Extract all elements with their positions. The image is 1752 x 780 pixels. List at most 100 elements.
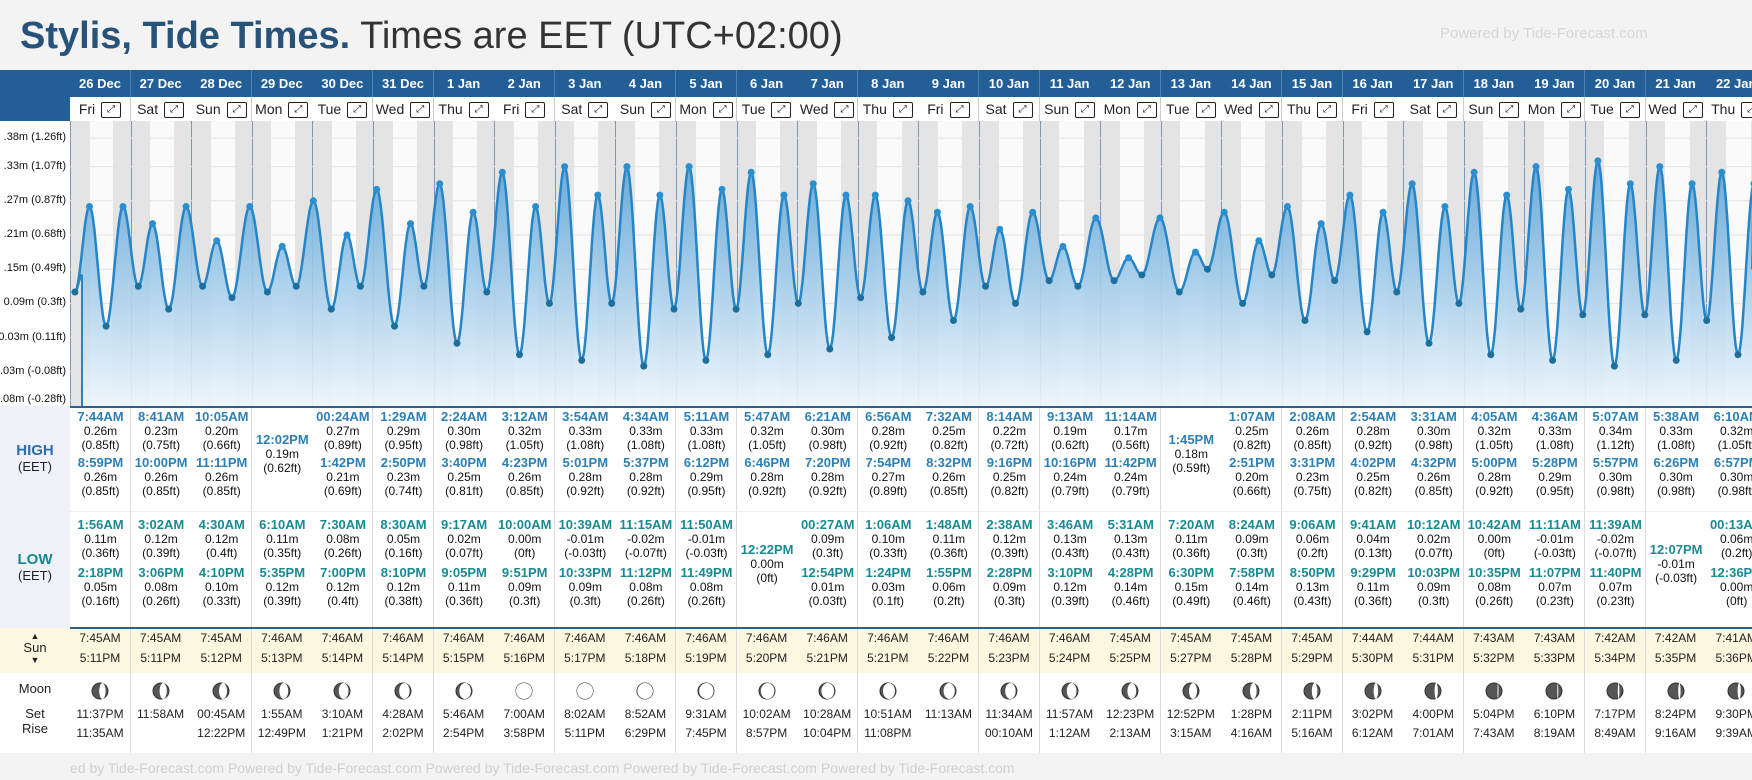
expand-day-button[interactable]: ⤢ [588, 102, 609, 119]
high-tide-point[interactable] [373, 185, 381, 193]
low-tide-point[interactable] [516, 351, 523, 359]
low-tide-point[interactable] [134, 282, 142, 290]
expand-day-button[interactable]: ⤢ [525, 102, 546, 119]
expand-day-button[interactable]: ⤢ [1373, 102, 1394, 119]
expand-day-button[interactable]: ⤢ [1136, 102, 1157, 119]
low-tide-point[interactable] [1204, 265, 1211, 273]
high-tide-point[interactable] [119, 203, 127, 210]
high-tide-point[interactable] [623, 163, 631, 171]
low-tide-point[interactable] [950, 317, 957, 324]
high-tide-point[interactable] [1594, 157, 1602, 165]
high-tide-point[interactable] [1346, 191, 1354, 199]
high-tide-point[interactable] [718, 185, 726, 193]
low-tide-point[interactable] [640, 362, 648, 370]
high-tide-point[interactable] [278, 242, 286, 250]
low-tide-point[interactable] [1641, 311, 1649, 319]
high-tide-point[interactable] [1029, 208, 1037, 216]
high-tide-point[interactable] [966, 203, 974, 210]
low-tide-point[interactable] [1074, 282, 1082, 290]
low-tide-point[interactable] [702, 356, 710, 364]
low-tide-point[interactable] [608, 299, 616, 307]
high-tide-point[interactable] [343, 231, 351, 239]
low-tide-point[interactable] [1363, 328, 1371, 336]
high-tide-point[interactable] [1718, 168, 1726, 176]
expand-day-button[interactable]: ⤢ [1499, 102, 1520, 119]
low-tide-point[interactable] [263, 288, 271, 296]
high-tide-point[interactable] [996, 225, 1004, 233]
high-tide-point[interactable] [1283, 203, 1291, 210]
low-tide-point[interactable] [1175, 288, 1183, 296]
high-tide-point[interactable] [1503, 191, 1511, 199]
low-tide-point[interactable] [919, 288, 927, 296]
high-tide-point[interactable] [656, 191, 664, 199]
expand-day-button[interactable]: ⤢ [1682, 102, 1703, 119]
high-tide-point[interactable] [1092, 214, 1100, 222]
low-tide-point[interactable] [1045, 277, 1053, 285]
expand-day-button[interactable]: ⤢ [1195, 102, 1216, 119]
low-tide-point[interactable] [1455, 299, 1463, 307]
expand-day-button[interactable]: ⤢ [226, 102, 247, 119]
expand-day-button[interactable]: ⤢ [949, 102, 970, 119]
expand-day-button[interactable]: ⤢ [712, 102, 733, 119]
expand-day-button[interactable]: ⤢ [1075, 102, 1096, 119]
low-tide-point[interactable] [483, 288, 491, 296]
high-tide-point[interactable] [149, 220, 156, 228]
expand-day-button[interactable]: ⤢ [101, 102, 122, 119]
high-tide-point[interactable] [309, 197, 317, 205]
high-tide-point[interactable] [904, 197, 912, 205]
low-tide-point[interactable] [545, 299, 553, 307]
low-tide-point[interactable] [794, 299, 802, 307]
high-tide-point[interactable] [1626, 180, 1634, 188]
high-tide-point[interactable] [86, 203, 93, 210]
high-tide-point[interactable] [1532, 163, 1540, 171]
low-tide-point[interactable] [1301, 317, 1309, 324]
high-tide-point[interactable] [182, 203, 190, 210]
low-tide-point[interactable] [1331, 277, 1339, 285]
expand-day-button[interactable]: ⤢ [410, 102, 431, 119]
expand-day-button[interactable]: ⤢ [468, 102, 489, 119]
high-tide-point[interactable] [933, 208, 941, 216]
low-tide-point[interactable] [356, 282, 364, 290]
low-tide-point[interactable] [670, 305, 678, 313]
low-tide-point[interactable] [1393, 288, 1401, 296]
high-tide-point[interactable] [1565, 185, 1572, 193]
high-tide-point[interactable] [871, 191, 879, 199]
high-tide-point[interactable] [1408, 180, 1416, 188]
low-tide-point[interactable] [732, 305, 740, 313]
low-tide-point[interactable] [420, 282, 428, 290]
high-tide-point[interactable] [1255, 237, 1263, 245]
high-tide-point[interactable] [469, 208, 477, 216]
low-tide-point[interactable] [1425, 339, 1433, 347]
expand-day-button[interactable]: ⤢ [1258, 102, 1279, 119]
high-tide-point[interactable] [561, 163, 569, 171]
low-tide-point[interactable] [1703, 317, 1711, 324]
low-tide-point[interactable] [1110, 277, 1118, 285]
high-tide-point[interactable] [1688, 180, 1696, 188]
low-tide-point[interactable] [888, 334, 896, 342]
low-tide-point[interactable] [102, 322, 110, 330]
high-tide-point[interactable] [1220, 208, 1228, 216]
expand-day-button[interactable]: ⤢ [1741, 102, 1752, 119]
low-tide-point[interactable] [1517, 305, 1525, 313]
high-tide-point[interactable] [1656, 163, 1664, 171]
high-tide-point[interactable] [594, 191, 602, 199]
high-tide-point[interactable] [685, 163, 693, 171]
high-tide-point[interactable] [532, 203, 540, 210]
expand-day-button[interactable]: ⤢ [650, 102, 671, 119]
expand-day-button[interactable]: ⤢ [834, 102, 855, 119]
expand-day-button[interactable]: ⤢ [288, 102, 309, 119]
high-tide-point[interactable] [1317, 220, 1325, 228]
low-tide-point[interactable] [1239, 299, 1247, 307]
high-tide-point[interactable] [1441, 203, 1449, 210]
low-tide-point[interactable] [1672, 356, 1680, 364]
high-tide-point[interactable] [1192, 248, 1199, 256]
high-tide-point[interactable] [842, 191, 850, 199]
low-tide-point[interactable] [982, 282, 990, 290]
high-tide-point[interactable] [436, 180, 444, 188]
high-tide-point[interactable] [809, 180, 817, 188]
high-tide-point[interactable] [498, 168, 506, 176]
high-tide-point[interactable] [407, 220, 414, 228]
expand-day-button[interactable]: ⤢ [1561, 102, 1581, 119]
high-tide-point[interactable] [246, 203, 254, 210]
high-tide-point[interactable] [1156, 214, 1164, 222]
